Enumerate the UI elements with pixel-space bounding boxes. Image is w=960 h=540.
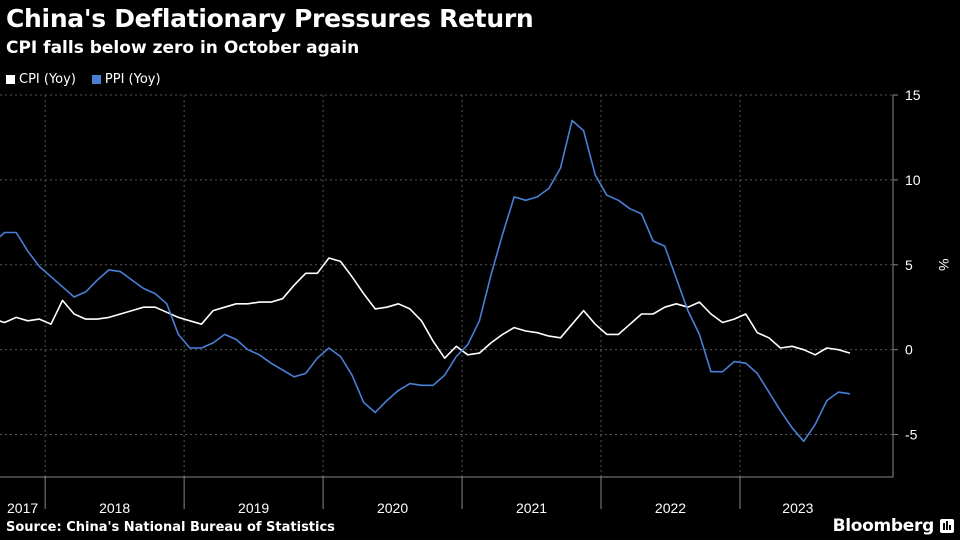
- legend-swatch-ppi: [91, 75, 101, 84]
- bloomberg-mark-icon: [940, 519, 954, 533]
- x-tick-label: 2022: [655, 500, 686, 516]
- y-tick-label: -5: [905, 427, 918, 443]
- legend-item-ppi: PPI (Yoy): [91, 72, 161, 87]
- y-tick-label: 0: [905, 342, 913, 358]
- chart-subtitle: CPI falls below zero in October again: [6, 38, 360, 58]
- x-tick-label: 2017: [7, 500, 38, 516]
- y-tick-label: 15: [905, 87, 921, 103]
- source-note: Source: China's National Bureau of Stati…: [6, 520, 335, 535]
- brand-logo: Bloomberg: [832, 516, 935, 536]
- legend-label-ppi: PPI (Yoy): [104, 72, 161, 87]
- chart-title: China's Deflationary Pressures Return: [6, 4, 534, 33]
- series-line-cpi: [0, 257, 851, 360]
- series-line-ppi: [0, 119, 851, 443]
- x-tick-label: 2020: [377, 500, 408, 516]
- y-tick-label: 10: [905, 172, 921, 188]
- legend-swatch-cpi: [6, 75, 15, 84]
- y-axis-label: %: [936, 259, 952, 271]
- x-tick-label: 2018: [99, 500, 130, 516]
- x-tick-label: 2021: [516, 500, 547, 516]
- legend-label-cpi: CPI (Yoy): [19, 72, 76, 87]
- legend: CPI (Yoy) PPI (Yoy): [6, 72, 161, 87]
- y-tick-label: 5: [905, 257, 913, 273]
- legend-item-cpi: CPI (Yoy): [6, 72, 76, 87]
- x-tick-label: 2019: [238, 500, 269, 516]
- x-tick-label: 2023: [782, 500, 813, 516]
